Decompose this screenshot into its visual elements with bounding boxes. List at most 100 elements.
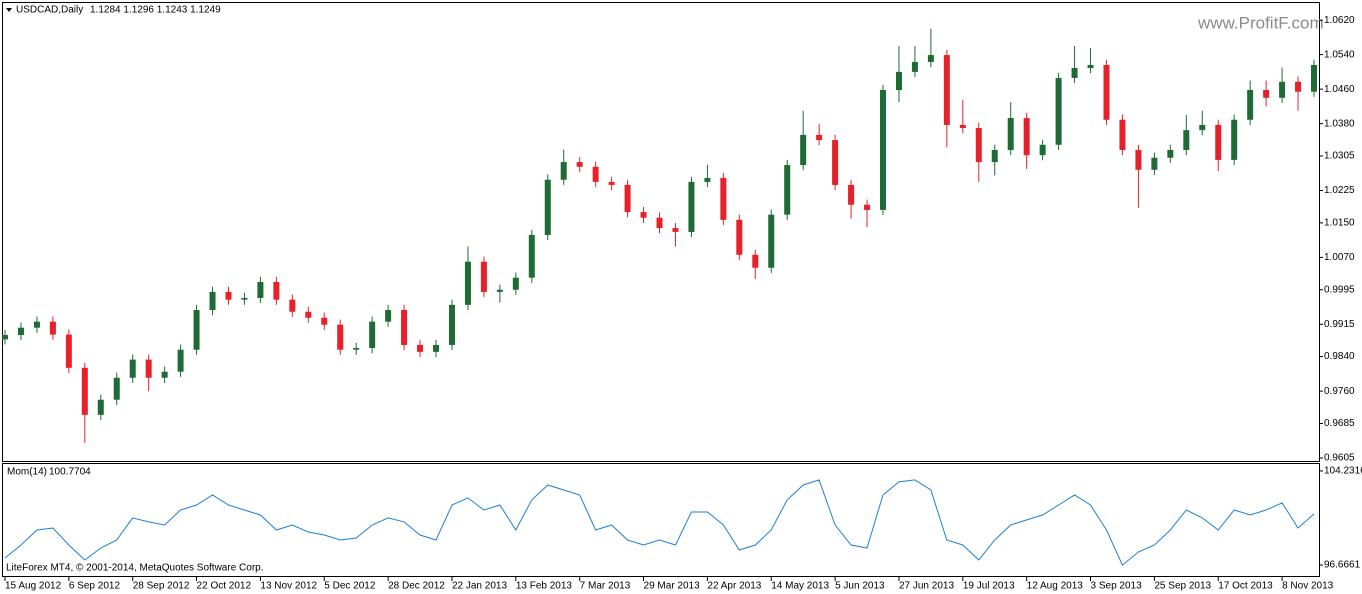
x-tick-label: 12 Aug 2013 <box>1027 581 1084 592</box>
candle-body <box>656 217 663 229</box>
x-tick-label: 8 Nov 2013 <box>1282 581 1334 592</box>
candle-body <box>305 311 312 318</box>
candle-body <box>736 219 743 255</box>
y-tick-label: 0.9605 <box>1324 453 1355 464</box>
y-tick-label: 1.0070 <box>1324 252 1355 263</box>
candle-body <box>816 134 823 141</box>
candle-body <box>576 162 583 167</box>
candle-body <box>1039 144 1046 156</box>
candle-body <box>784 165 791 215</box>
candle-body <box>879 90 886 210</box>
candle-body <box>81 367 88 415</box>
y-tick-label: 96.6661 <box>1324 560 1361 571</box>
candle-body <box>464 261 471 305</box>
candle-body <box>1023 118 1030 156</box>
x-tick-label: 17 Oct 2013 <box>1218 581 1273 592</box>
candle-body <box>257 281 264 298</box>
watermark: www.ProfitF.com <box>1197 13 1324 32</box>
symbol: USDCAD,Daily <box>16 5 83 16</box>
candle-body <box>1311 64 1318 92</box>
candle-body <box>209 291 216 311</box>
y-tick-label: 1.0380 <box>1324 118 1355 129</box>
y-tick-label: 104.2316 <box>1324 466 1362 477</box>
y-tick-label: 1.0460 <box>1324 84 1355 95</box>
candle-body <box>225 291 232 300</box>
candle-body <box>385 310 392 322</box>
candle-body <box>943 55 950 125</box>
candle-body <box>560 162 567 180</box>
candle-body <box>528 234 535 278</box>
candle-body <box>911 61 918 72</box>
candle-body <box>624 184 631 213</box>
x-tick-label: 13 Nov 2012 <box>260 581 317 592</box>
candle-body <box>1055 77 1062 145</box>
candle-body <box>975 127 982 163</box>
momentum-line <box>4 479 1315 566</box>
candle-body <box>592 166 599 182</box>
x-tick-label: 7 Mar 2013 <box>580 581 631 592</box>
candle-body <box>864 204 871 210</box>
candle-body <box>1279 81 1286 98</box>
candle-body <box>496 289 503 292</box>
x-tick-label: 28 Dec 2012 <box>388 581 445 592</box>
candle-body <box>1263 90 1270 98</box>
y-tick-label: 1.0225 <box>1324 185 1355 196</box>
price-panel <box>2 2 1320 462</box>
x-tick-label: 13 Feb 2013 <box>516 581 573 592</box>
ohlc: 1.1284 1.1296 1.1243 1.1249 <box>90 5 221 16</box>
candle-body <box>65 334 72 368</box>
candle-body <box>1167 149 1174 158</box>
candle-body <box>927 55 934 62</box>
candle-body <box>129 359 136 378</box>
y-tick-label: 0.9760 <box>1324 386 1355 397</box>
candle-body <box>1007 118 1014 150</box>
candle-body <box>512 277 519 290</box>
candle-body <box>832 140 839 185</box>
x-tick-label: 5 Dec 2012 <box>324 581 376 592</box>
candle-body <box>337 324 344 350</box>
candle-body <box>1247 90 1254 120</box>
x-tick-label: 22 Oct 2012 <box>197 581 252 592</box>
candle-body <box>241 297 248 300</box>
y-tick-label: 1.0305 <box>1324 151 1355 162</box>
candle-body <box>1231 119 1238 160</box>
candle-body <box>193 310 200 350</box>
candle-body <box>1215 124 1222 160</box>
candle-body <box>1119 119 1126 150</box>
x-tick-label: 29 Mar 2013 <box>644 581 701 592</box>
candle-body <box>1071 68 1078 78</box>
x-tick-label: 6 Sep 2012 <box>69 581 121 592</box>
candle-body <box>688 181 695 232</box>
copyright: LiteForex MT4, © 2001-2014, MetaQuotes S… <box>6 563 264 574</box>
candle-body <box>959 124 966 128</box>
candle-body <box>895 71 902 91</box>
x-tick-label: 15 Aug 2012 <box>5 581 62 592</box>
dropdown-icon <box>6 8 12 12</box>
candle-body <box>848 184 855 205</box>
momentum-panel <box>2 463 1320 577</box>
candle-body <box>640 212 647 218</box>
indicator-label: Mom(14) <box>7 467 47 478</box>
x-tick-label: 22 Apr 2013 <box>707 581 761 592</box>
y-tick-label: 0.9915 <box>1324 319 1355 330</box>
x-tick-label: 19 Jul 2013 <box>963 581 1015 592</box>
candle-body <box>401 310 408 345</box>
candle-body <box>353 347 360 350</box>
x-tick-label: 5 Jun 2013 <box>835 581 885 592</box>
candle-body <box>608 181 615 185</box>
x-tick-label: 27 Jun 2013 <box>899 581 954 592</box>
candle-body <box>672 228 679 232</box>
candle-body <box>177 349 184 372</box>
candle-body <box>991 149 998 163</box>
y-tick-label: 1.0150 <box>1324 218 1355 229</box>
candle-body <box>161 371 168 378</box>
y-tick-label: 1.0540 <box>1324 49 1355 60</box>
x-tick-label: 28 Sep 2012 <box>133 581 190 592</box>
y-tick-label: 1.0620 <box>1324 15 1355 26</box>
y-tick-label: 0.9840 <box>1324 351 1355 362</box>
x-tick-label: 25 Sep 2013 <box>1154 581 1211 592</box>
candle-body <box>113 377 120 400</box>
candle-body <box>369 321 376 348</box>
